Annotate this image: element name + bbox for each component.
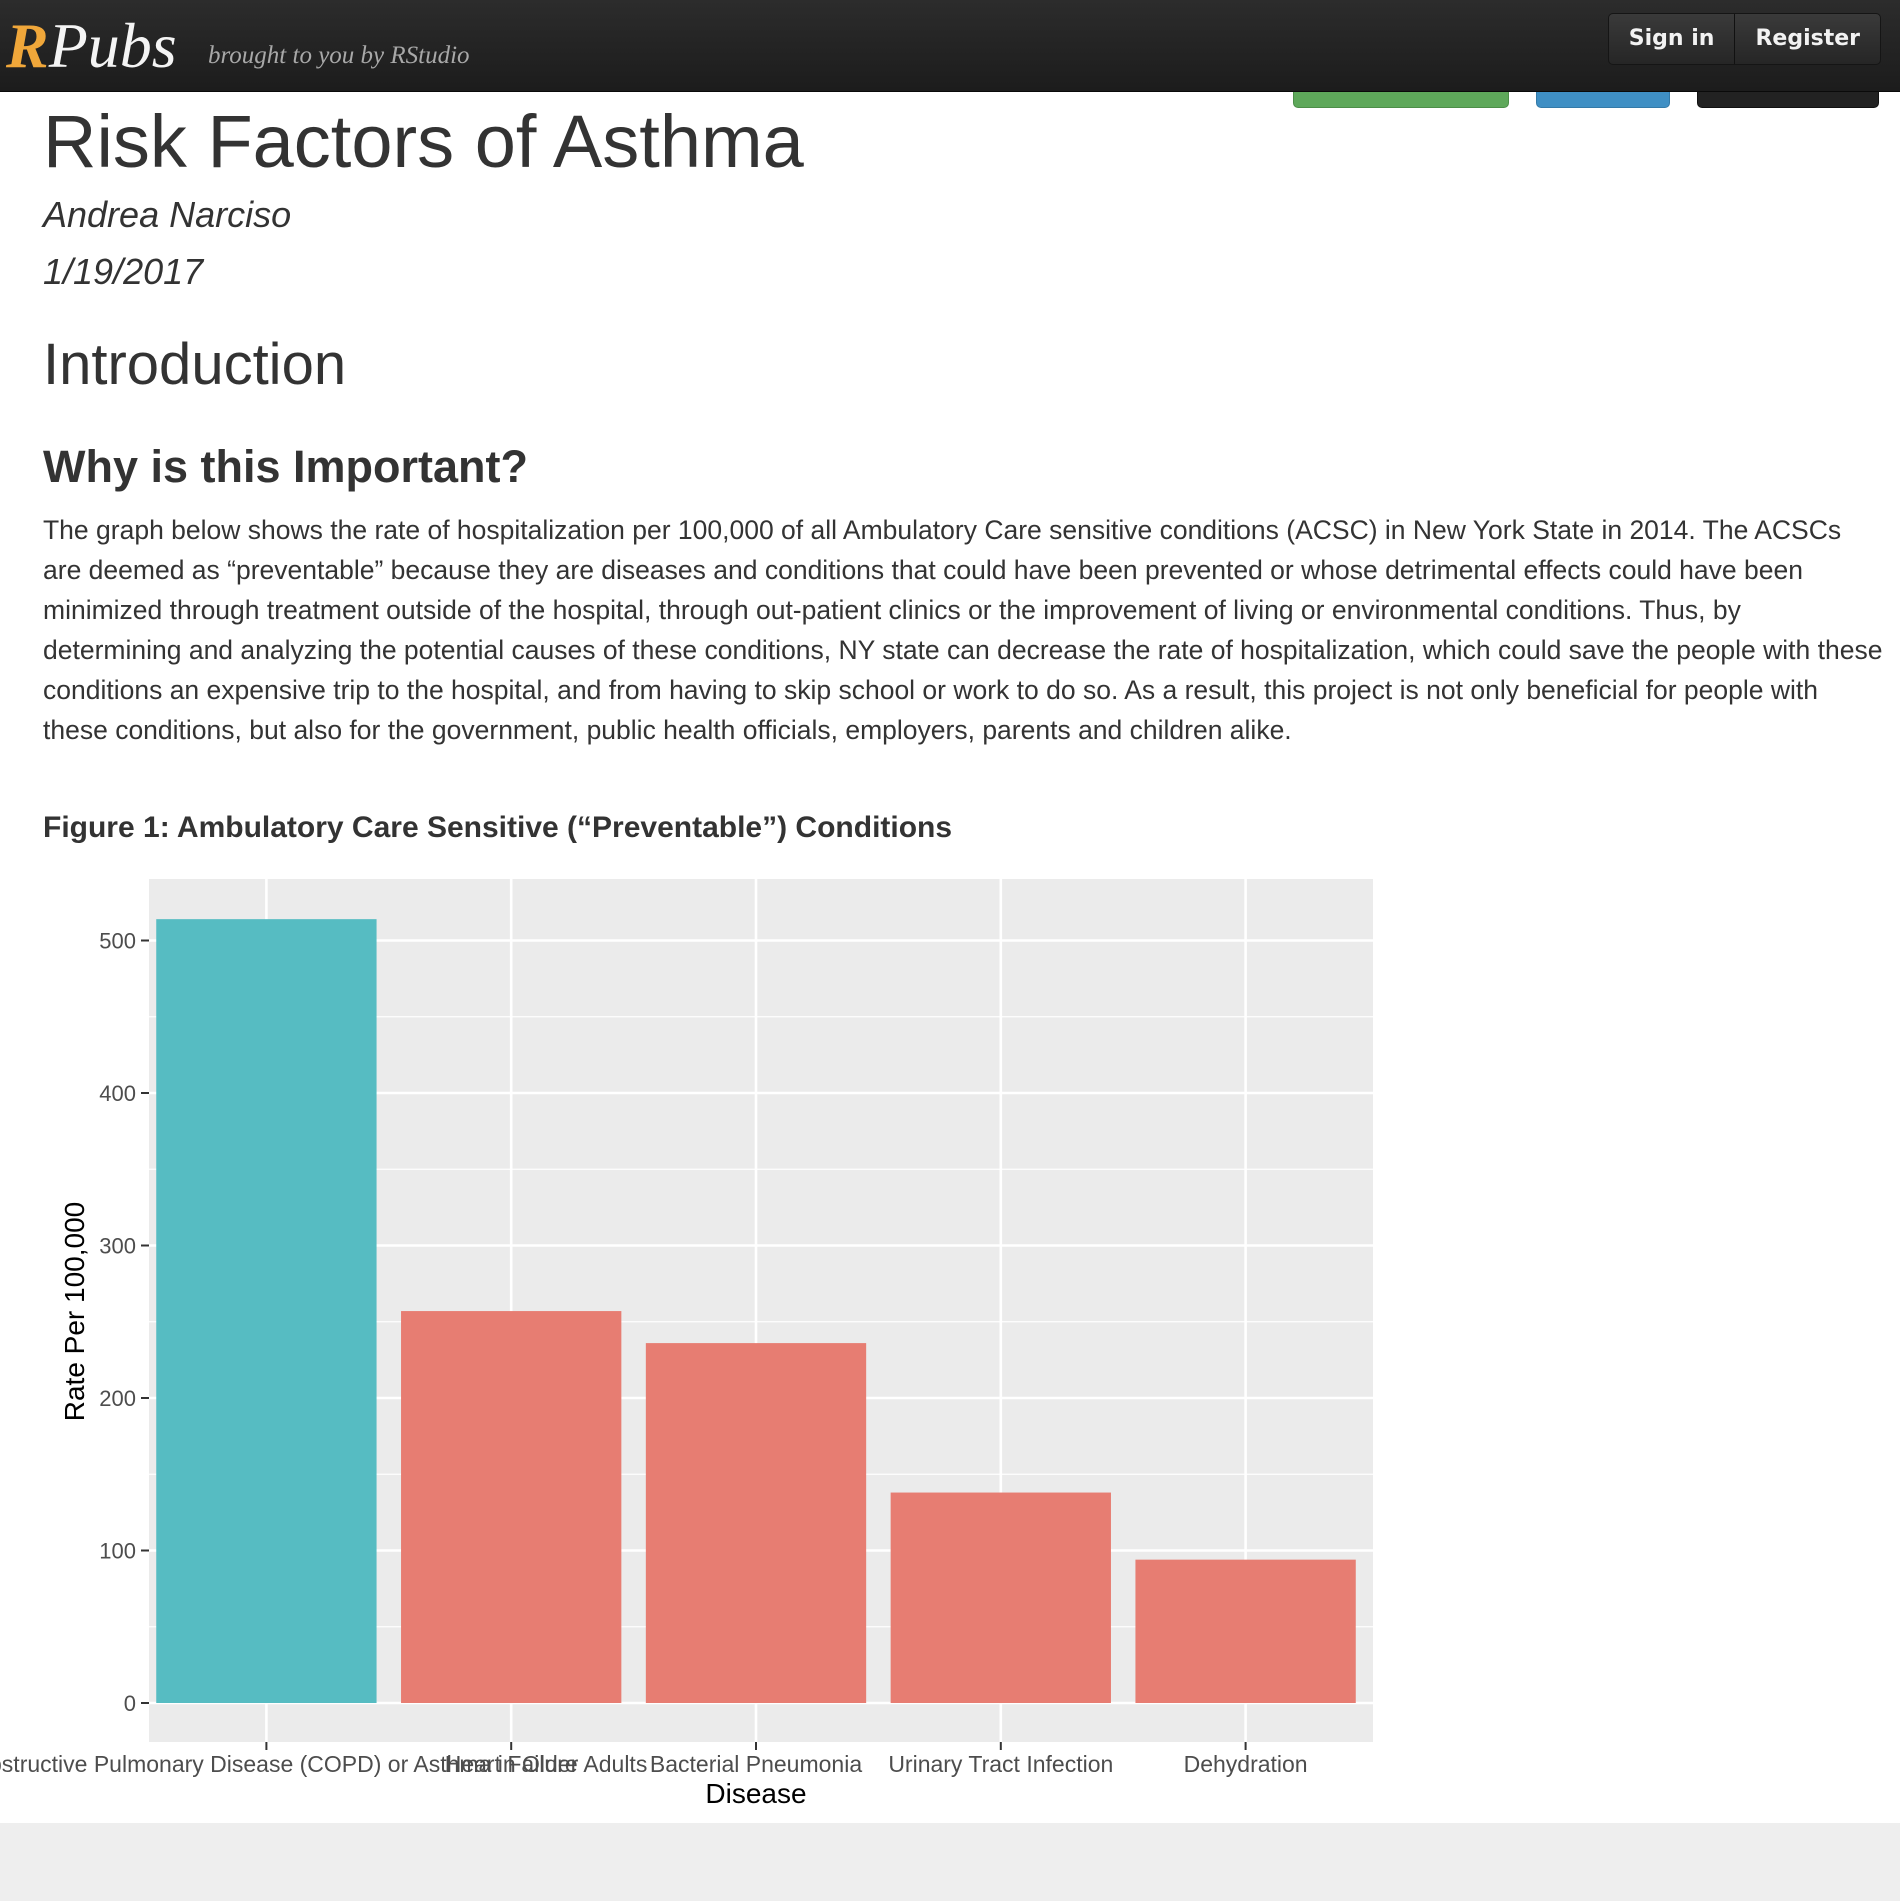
tagline: brought to you by RStudio <box>208 42 470 69</box>
top-navbar: R Pubs brought to you by RStudio Sign in … <box>0 0 1900 92</box>
document-title: Risk Factors of Asthma <box>43 100 804 183</box>
logo-pubs: Pubs <box>48 10 177 81</box>
author: Andrea Narciso <box>43 194 292 235</box>
y-axis: 0 100 200 300 400 500 <box>99 929 149 1716</box>
register-button[interactable]: Register <box>1734 14 1880 64</box>
bar-3 <box>890 1492 1111 1703</box>
auth-buttons: Sign in Register <box>1607 13 1881 65</box>
x-axis: Chronic Obstructive Pulmonary Disease (C… <box>0 1742 1308 1777</box>
sign-in-button[interactable]: Sign in <box>1628 26 1715 51</box>
rpubs-logo[interactable]: R Pubs <box>6 6 177 86</box>
y-tick-label: 100 <box>99 1539 136 1564</box>
x-tick-label: Urinary Tract Infection <box>888 1751 1113 1777</box>
x-tick-label: Heart Failure <box>445 1751 578 1777</box>
figure-caption: Figure 1: Ambulatory Care Sensitive (“Pr… <box>43 811 953 844</box>
y-tick-label: 300 <box>99 1234 136 1259</box>
y-tick-label: 0 <box>124 1691 136 1716</box>
x-tick-label: Chronic Obstructive Pulmonary Disease (C… <box>0 1751 647 1777</box>
y-tick-label: 200 <box>99 1386 136 1411</box>
chart-bars <box>156 919 1356 1703</box>
bar-2 <box>645 1343 867 1703</box>
y-tick-label: 400 <box>99 1081 136 1106</box>
y-tick-label: 500 <box>99 929 136 954</box>
x-tick-label: Dehydration <box>1184 1751 1308 1777</box>
intro-paragraph: The graph below shows the rate of hospit… <box>43 515 1883 745</box>
bar-0 <box>156 919 377 1703</box>
bar-chart: 0 100 200 300 400 500 Chronic Obstructive Pul… <box>0 879 1373 1809</box>
x-axis-label: Disease <box>705 1778 806 1809</box>
section-heading: Introduction <box>43 332 347 397</box>
logo-r: R <box>6 10 49 81</box>
y-axis-label: Rate Per 100,000 <box>59 1202 90 1422</box>
page-footer <box>0 1823 1900 1901</box>
x-tick-label: Bacterial Pneumonia <box>650 1751 862 1777</box>
subsection-heading: Why is this Important? <box>43 441 529 492</box>
bar-4 <box>1135 1559 1356 1703</box>
date: 1/19/2017 <box>43 251 204 292</box>
bar-1 <box>401 1311 622 1703</box>
